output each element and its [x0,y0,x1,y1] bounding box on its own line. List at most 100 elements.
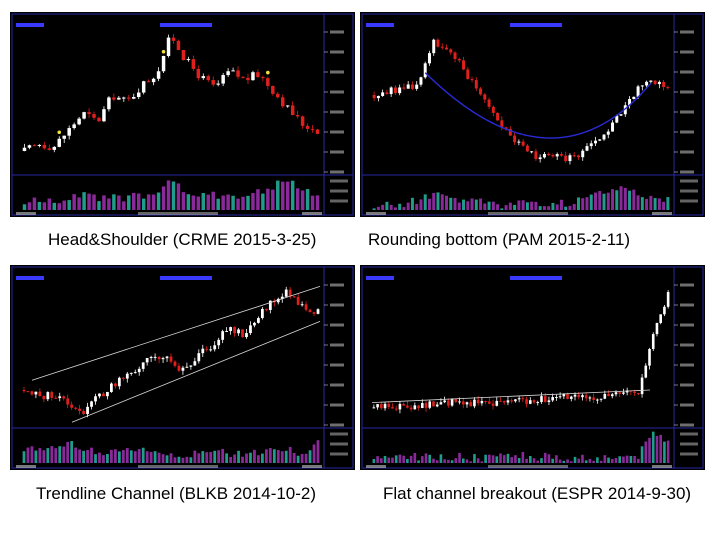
candle-body [176,40,181,50]
volume-bar [295,188,300,210]
volume-bar [389,204,393,210]
candle-body [90,401,93,407]
candle-body [649,80,653,82]
volume-bar [657,198,661,210]
chart-header-text [160,23,212,27]
volume-bar [249,452,252,463]
volume-tick-label [680,179,698,183]
candle-body [296,296,300,305]
price-tick-label [330,403,344,407]
candle-body [221,75,225,84]
candle-body [476,399,480,404]
candle-body [27,145,32,148]
price-tick-label [330,303,344,307]
volume-bar [572,203,576,210]
volume-bar [465,459,469,463]
candle-body [271,85,275,94]
candle-body [540,396,543,403]
candle-body [209,349,213,351]
candle-body [226,71,230,76]
volume-bar [315,195,320,210]
volume-bar [153,451,157,463]
candle-body [82,112,86,119]
volume-bar [504,205,508,210]
candle-body [141,81,146,93]
candle-body [602,134,606,140]
volume-bar [644,441,648,463]
candle-body [653,80,657,85]
volume-bar [525,202,529,210]
price-tick-label [680,30,694,34]
volume-bar [398,454,402,463]
chart-header-text [160,276,212,280]
price-tick-label [680,423,694,427]
caption-crme: Head&Shoulder (CRME 2015-3-25) [48,230,317,249]
candle-body [558,396,562,398]
candle-body [606,131,610,135]
volume-bar [201,451,205,463]
candle-body [266,78,270,86]
volume-bar [398,203,402,210]
volume-bar [517,458,521,463]
price-tick-label [330,50,344,54]
candle-body [122,97,126,99]
candle-body [316,309,320,314]
candle-body [450,399,454,406]
candle-body [581,395,584,398]
volume-bar [625,455,629,463]
volume-tick-label [330,432,348,436]
volume-bar [576,197,580,210]
chart-footer-text [138,465,218,468]
volume-bar [266,188,270,210]
volume-bar [272,449,276,463]
chart-frame [11,13,354,216]
volume-bar [474,199,478,210]
candle-body [636,86,640,97]
candle-body [213,345,217,350]
volume-bar [615,190,619,210]
volume-bar [176,183,181,210]
candle-body [410,84,414,89]
candle-body [86,406,89,415]
volume-bar [125,448,129,463]
volume-bar [547,206,551,210]
volume-bar [197,453,201,463]
volume-bar [86,450,89,463]
candle-body [559,154,563,156]
candle-body [376,404,379,408]
candle-body [54,397,58,399]
candle-body [569,396,573,399]
candle-body [547,153,551,155]
candle-body [628,98,632,106]
volume-bar [633,456,636,463]
candle-body [598,139,602,141]
candle-body [260,308,264,319]
candle-body [300,116,305,126]
candle-body [420,403,424,408]
volume-bar [529,455,532,463]
candle-body [201,76,206,79]
candle-body [585,146,589,151]
candle-body [657,81,661,85]
candle-body [513,135,517,143]
volume-bar [290,180,295,210]
volume-bar [261,193,265,210]
candle-body [662,81,666,88]
volume-bar [594,192,597,210]
volume-bar [559,199,563,210]
channel-upper-line [31,286,321,381]
volume-bar [640,446,644,463]
volume-bar [569,461,573,463]
volume-bar [402,207,406,210]
volume-tick-label [680,189,698,193]
volume-bar [506,453,510,463]
volume-bar [602,193,606,210]
volume-bar [440,194,444,210]
volume-bar [173,457,177,463]
volume-bar [409,455,413,463]
candle-body [146,81,151,83]
volume-bar [52,202,57,210]
volume-bar [42,202,47,210]
candle-body [413,405,417,410]
volume-bar [480,461,484,463]
